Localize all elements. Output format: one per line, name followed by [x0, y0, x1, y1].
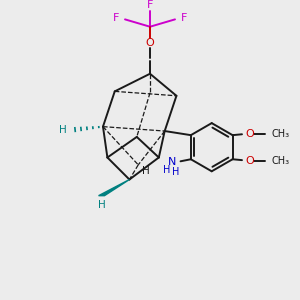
Text: O: O	[146, 38, 154, 48]
Text: O: O	[245, 129, 254, 139]
Text: O: O	[245, 156, 254, 166]
Text: H: H	[163, 165, 170, 175]
Text: F: F	[147, 0, 153, 10]
Text: H: H	[59, 124, 67, 135]
Text: CH₃: CH₃	[272, 129, 290, 139]
Text: H: H	[172, 167, 180, 177]
Text: F: F	[113, 13, 119, 23]
Text: N: N	[168, 157, 176, 167]
Text: H: H	[142, 166, 149, 176]
Text: H: H	[98, 200, 105, 209]
Text: F: F	[181, 13, 187, 23]
Text: CH₃: CH₃	[272, 156, 290, 166]
Polygon shape	[99, 179, 129, 196]
